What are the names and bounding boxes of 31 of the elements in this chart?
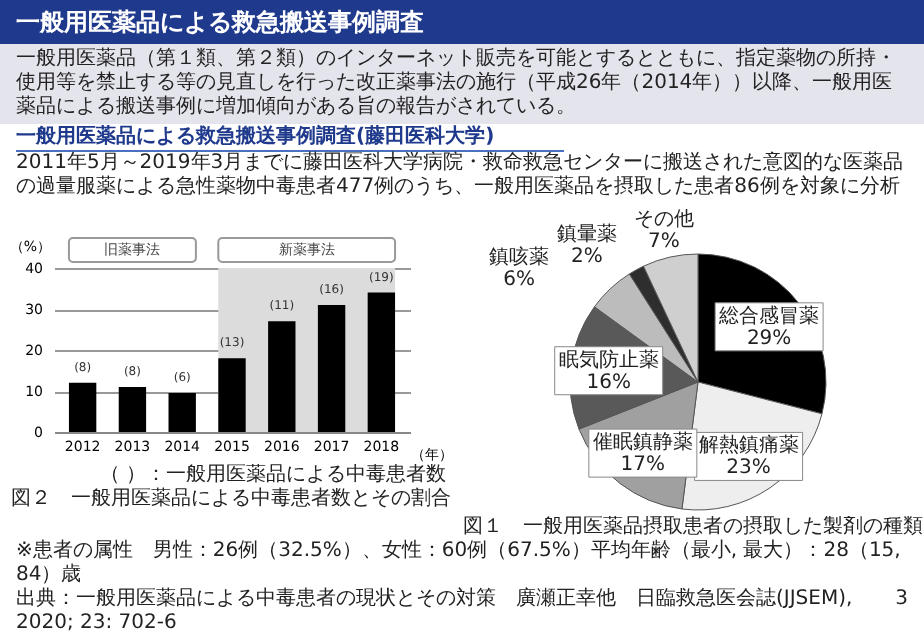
text: （ ）：一般用医薬品による中毒患者数	[97, 464, 448, 487]
bar	[268, 321, 296, 432]
data-label: 23%	[726, 457, 771, 480]
slice-label: 解熱鎮痛薬	[698, 433, 799, 458]
slice-label: 催眠鎮静薬	[592, 430, 693, 455]
bar	[367, 292, 396, 432]
caption: 図２ 一般用医薬品による中毒患者数とその割合	[9, 488, 453, 512]
slice-label: その他	[633, 206, 694, 231]
bar	[118, 386, 147, 432]
bar	[317, 304, 346, 432]
data-label: 16%	[586, 371, 631, 394]
text: ※患者の属性 男性：26例（32.5%）、女性：60例（67.5%）平均年齢（最小, 最大）：28（15, 84）歳	[14, 540, 903, 587]
text: 一般用医薬品による救急搬送事例調査(藤田医科大学)	[16, 124, 564, 152]
text: 一般用医薬品（第１類、第２類）のインターネット販売を可能とするとともに、指定薬物の所持・使用等を禁止する等の見直しを行った改正薬事法の施行（平成26年（2014年））以降、一般用医薬品による搬送事例に増加傾向がある旨の報告がされている。	[0, 44, 924, 124]
data-label: 2%	[570, 246, 603, 269]
bar	[68, 382, 97, 432]
bar	[218, 358, 246, 432]
data-label: 17%	[620, 454, 666, 477]
chart-title: 一般用医薬品による救急搬送事例調査	[0, 0, 924, 44]
bar	[168, 393, 196, 432]
data-label: 29%	[746, 327, 792, 350]
slice-label: 鎮暈薬	[556, 222, 617, 247]
slice-label: 鎮咳薬	[489, 245, 550, 270]
slice-label: 総合感冒薬	[717, 303, 820, 328]
data-label: 7%	[648, 230, 680, 253]
text: 2011年5月～2019年3月までに藤田医科大学病院・救命救急センターに搬送された意図的な医薬品の過量服薬による急性薬物中毒患者477例のうち、一般用医薬品を摂取した患者86例を対象に分析	[14, 152, 906, 200]
text: 3	[895, 588, 908, 614]
source-note: 出典：一般用医薬品による中毒患者の現状とその対策 廣瀬正幸他 日臨救急医会誌(JJSEM), 2020; 23: 702-6	[16, 588, 855, 636]
slice-label: 眠気防止薬	[558, 347, 659, 372]
data-label: 6%	[503, 269, 536, 292]
caption: 図１ 一般用医薬品摂取患者の摂取した製剤の種類	[462, 516, 924, 539]
